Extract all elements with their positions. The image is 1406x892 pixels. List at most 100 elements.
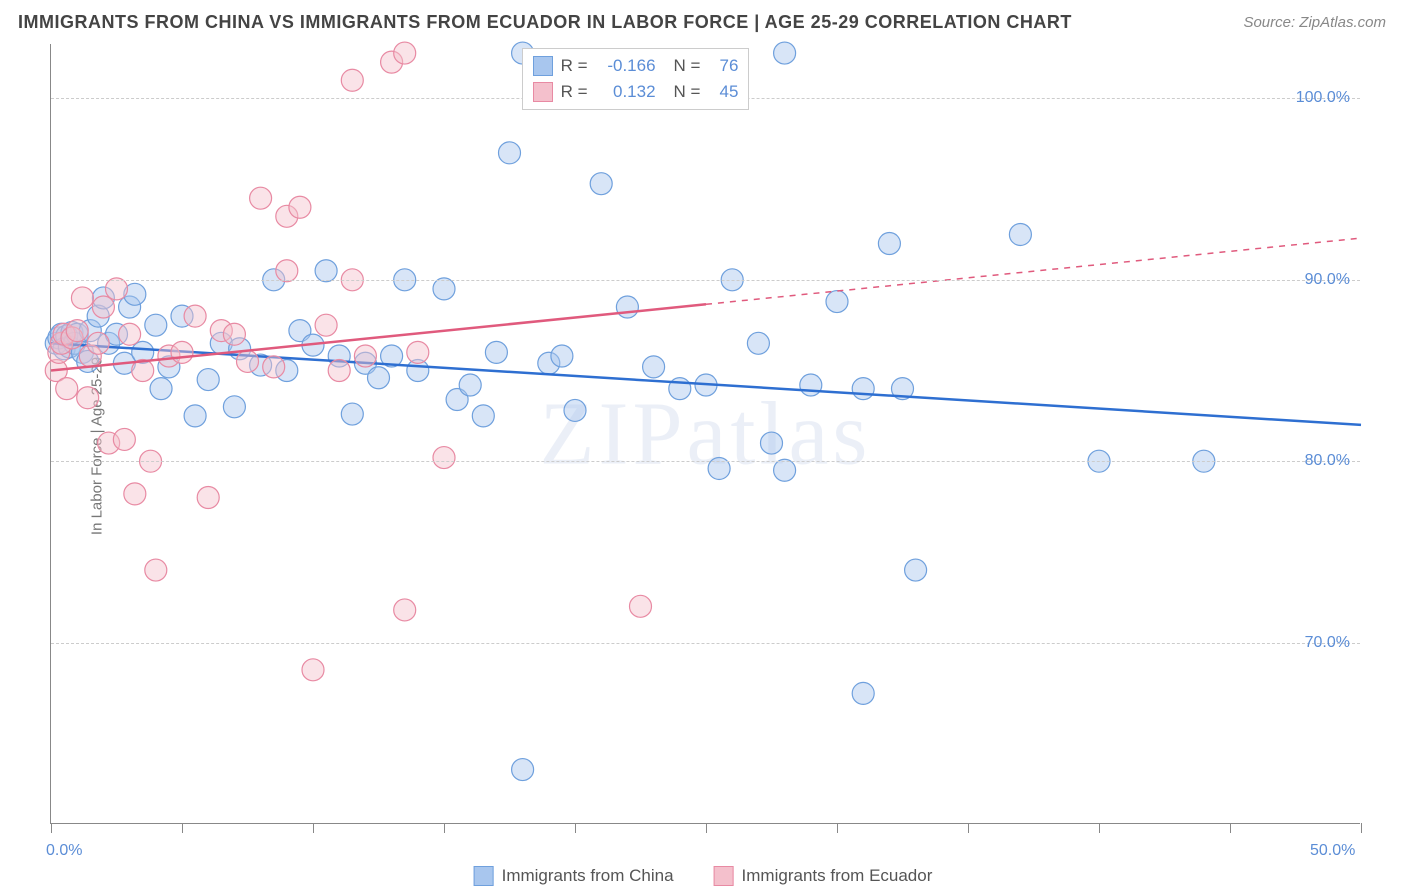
data-point <box>774 459 796 481</box>
data-point <box>433 447 455 469</box>
legend-label-china: Immigrants from China <box>502 866 674 886</box>
plot-svg <box>51 44 1361 824</box>
data-point <box>354 345 376 367</box>
data-point <box>826 291 848 313</box>
data-point <box>145 314 167 336</box>
data-point <box>590 173 612 195</box>
data-point <box>433 278 455 300</box>
data-point <box>315 260 337 282</box>
legend-r-value: 0.132 <box>596 82 656 102</box>
scatter-plot-area: ZIPatlas 70.0%80.0%90.0%100.0% <box>50 44 1360 824</box>
data-point <box>800 374 822 396</box>
legend-n-value: 76 <box>708 56 738 76</box>
data-point <box>150 378 172 400</box>
data-point <box>197 369 219 391</box>
data-point <box>250 187 272 209</box>
gridline-horizontal <box>51 643 1360 644</box>
data-point <box>263 356 285 378</box>
x-tick <box>1099 823 1100 833</box>
data-point <box>747 332 769 354</box>
data-point <box>223 396 245 418</box>
x-tick-label: 0.0% <box>46 842 82 860</box>
legend-swatch <box>533 82 553 102</box>
x-tick <box>182 823 183 833</box>
data-point <box>761 432 783 454</box>
data-point <box>124 483 146 505</box>
x-tick <box>1230 823 1231 833</box>
gridline-horizontal <box>51 461 1360 462</box>
x-tick <box>51 823 52 833</box>
data-point <box>774 42 796 64</box>
x-tick <box>575 823 576 833</box>
data-point <box>564 399 586 421</box>
data-point <box>852 378 874 400</box>
data-point <box>394 42 416 64</box>
legend-label-ecuador: Immigrants from Ecuador <box>742 866 933 886</box>
y-tick-label: 80.0% <box>1305 452 1350 470</box>
data-point <box>341 69 363 91</box>
x-tick <box>837 823 838 833</box>
x-tick <box>1361 823 1362 833</box>
x-tick <box>968 823 969 833</box>
trend-line <box>51 304 706 370</box>
data-point <box>852 682 874 704</box>
y-tick-label: 90.0% <box>1305 271 1350 289</box>
x-tick <box>313 823 314 833</box>
x-tick <box>706 823 707 833</box>
data-point <box>630 595 652 617</box>
legend-correlation-box: R =-0.166N =76R =0.132N =45 <box>522 48 750 110</box>
data-point <box>1009 223 1031 245</box>
data-point <box>113 428 135 450</box>
legend-bottom: Immigrants from China Immigrants from Ec… <box>474 866 933 886</box>
legend-item-china: Immigrants from China <box>474 866 674 886</box>
data-point <box>459 374 481 396</box>
data-point <box>643 356 665 378</box>
data-point <box>77 387 99 409</box>
data-point <box>407 341 429 363</box>
data-point <box>87 332 109 354</box>
data-point <box>368 367 390 389</box>
legend-n-value: 45 <box>708 82 738 102</box>
data-point <box>106 278 128 300</box>
data-point <box>315 314 337 336</box>
legend-swatch-ecuador <box>714 866 734 886</box>
data-point <box>276 260 298 282</box>
data-point <box>184 405 206 427</box>
data-point <box>71 287 93 309</box>
data-point <box>184 305 206 327</box>
data-point <box>905 559 927 581</box>
data-point <box>512 759 534 781</box>
data-point <box>499 142 521 164</box>
source-attribution: Source: ZipAtlas.com <box>1243 14 1386 31</box>
data-point <box>394 599 416 621</box>
data-point <box>119 323 141 345</box>
legend-swatch-china <box>474 866 494 886</box>
legend-r-label: R = <box>561 56 588 76</box>
data-point <box>223 323 245 345</box>
legend-r-value: -0.166 <box>596 56 656 76</box>
data-point <box>92 296 114 318</box>
data-point <box>56 378 78 400</box>
trend-line-extrapolated <box>706 238 1361 304</box>
gridline-horizontal <box>51 280 1360 281</box>
data-point <box>289 196 311 218</box>
data-point <box>302 659 324 681</box>
chart-title: IMMIGRANTS FROM CHINA VS IMMIGRANTS FROM… <box>18 12 1072 33</box>
data-point <box>485 341 507 363</box>
legend-n-label: N = <box>674 56 701 76</box>
data-point <box>171 341 193 363</box>
data-point <box>616 296 638 318</box>
data-point <box>66 320 88 342</box>
data-point <box>551 345 573 367</box>
legend-r-label: R = <box>561 82 588 102</box>
x-tick-label: 50.0% <box>1310 842 1355 860</box>
y-tick-label: 70.0% <box>1305 634 1350 652</box>
data-point <box>472 405 494 427</box>
data-point <box>328 360 350 382</box>
data-point <box>197 486 219 508</box>
legend-row: R =0.132N =45 <box>533 79 739 105</box>
legend-row: R = -0.166 N = 76 <box>533 53 739 79</box>
x-tick <box>444 823 445 833</box>
data-point <box>878 233 900 255</box>
data-point <box>145 559 167 581</box>
